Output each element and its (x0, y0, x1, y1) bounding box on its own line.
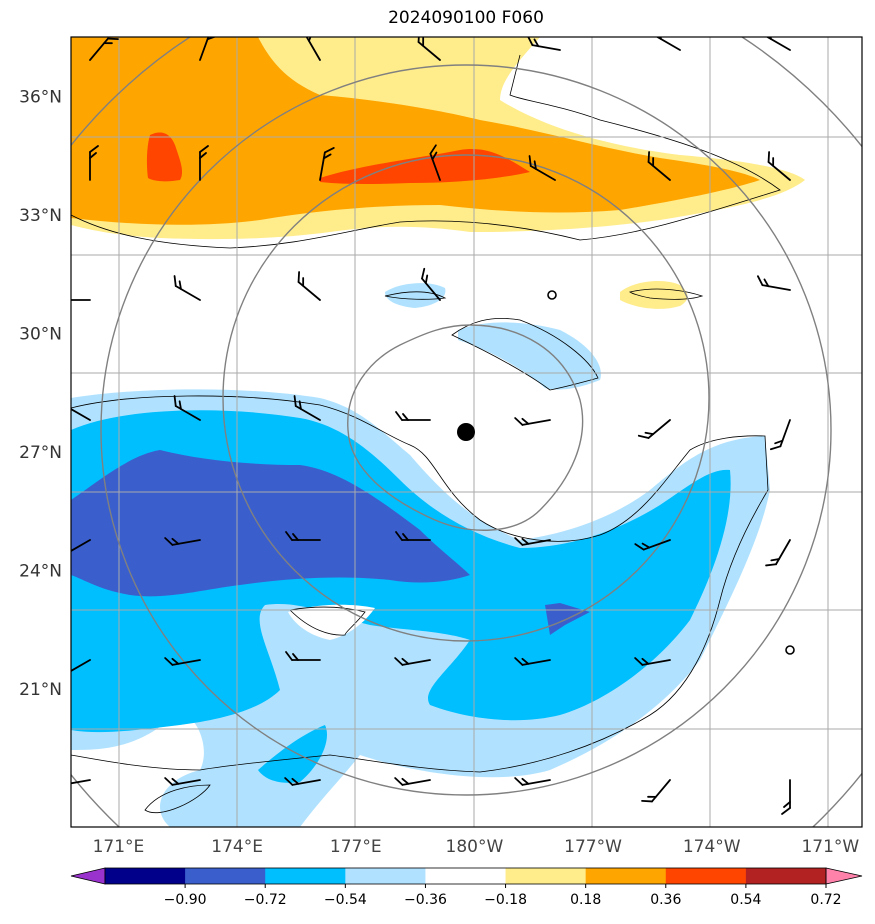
wind-barb (514, 417, 551, 426)
wind-barb (394, 777, 431, 786)
calm-wind-circle-2 (785, 645, 795, 655)
lon-label: 180°W (446, 837, 504, 857)
colorbar-segment (585, 868, 667, 884)
wind-barb (173, 275, 201, 301)
lon-label: 177°W (564, 837, 622, 857)
wind-barb (293, 395, 321, 421)
wind-barb (634, 657, 671, 666)
wind-barb (394, 657, 431, 666)
wind-barb (297, 271, 321, 301)
lat-label: 24°N (19, 561, 62, 581)
lon-label: 171°E (93, 837, 145, 857)
wind-barb (757, 275, 791, 291)
wind-barb (164, 537, 201, 546)
colorbar-segment (345, 868, 426, 884)
wind-barbs (71, 37, 791, 815)
wind-barb (634, 539, 671, 551)
map-frame (70, 36, 863, 828)
wind-barb (89, 37, 119, 61)
wind-barb (284, 777, 321, 786)
positive-field-red (320, 149, 530, 184)
lon-label: 174°W (683, 837, 741, 857)
colorbar-segment (105, 868, 186, 884)
wind-barb (764, 37, 791, 51)
negative-field-sw (258, 725, 328, 783)
wind-barb (654, 37, 681, 51)
colorbar-frame (104, 867, 827, 885)
wind-barb (164, 657, 201, 666)
colorbar-tick-label: −0.54 (324, 892, 367, 908)
colorbar-tick-label: −0.90 (164, 892, 207, 908)
lat-label: 21°N (19, 680, 62, 700)
wind-barb (527, 37, 561, 51)
lat-label: 33°N (19, 206, 62, 226)
latitude-labels: 36°N 33°N 30°N 27°N 24°N 21°N (19, 87, 62, 700)
colorbar: −0.90 −0.72 −0.54 −0.36 −0.18 0.18 0.36 0.54 0.7… (70, 867, 863, 908)
colorbar-tick-label: 0.36 (650, 892, 681, 908)
colorbar-segment (745, 868, 827, 884)
lon-label: 174°E (211, 837, 263, 857)
wind-barb (71, 299, 91, 301)
wind-barb (285, 531, 321, 541)
positive-field-east (620, 280, 688, 309)
colorbar-tick-label: −0.36 (404, 892, 447, 908)
wind-barb (514, 537, 551, 546)
wind-barb (395, 531, 431, 541)
wind-barb (514, 657, 551, 666)
lon-label: 177°E (330, 837, 382, 857)
map-title: 2024090100 F060 (388, 8, 544, 28)
positive-field-orange (71, 37, 760, 225)
wind-barb (89, 145, 99, 181)
wind-barb (769, 419, 791, 451)
wind-barb (71, 539, 91, 555)
colorbar-tick-label: 0.54 (730, 892, 761, 908)
wind-barb (395, 411, 431, 421)
colorbar-segment (185, 868, 266, 884)
colorbar-tick-label: −0.72 (244, 892, 287, 908)
colorbar-segment (425, 868, 507, 884)
colorbar-tick-label: 0.18 (570, 892, 601, 908)
wind-barb (199, 145, 209, 181)
colorbar-segment (505, 868, 587, 884)
wind-barb (421, 267, 441, 301)
lat-label: 27°N (19, 443, 62, 463)
thin-contours (71, 54, 781, 814)
wind-barb (71, 659, 91, 675)
wind-barb (71, 779, 91, 786)
lat-lon-grid (71, 37, 862, 827)
lat-label: 36°N (19, 87, 62, 107)
storm-center-marker (457, 423, 475, 441)
negative-field-dark (71, 450, 470, 597)
wind-barb (765, 539, 791, 567)
colorbar-extend-low (70, 867, 106, 885)
calm-wind-circle (547, 290, 557, 300)
wind-barb (429, 144, 441, 181)
wind-barb (164, 777, 201, 786)
longitude-labels: 171°E 174°E 177°E 180°W 177°W 174°W 171°W (93, 837, 860, 857)
wind-barb (173, 395, 201, 421)
lat-label: 30°N (19, 324, 62, 344)
wind-barb (71, 400, 91, 421)
wind-barb (319, 147, 335, 181)
negative-field-north (458, 322, 601, 390)
colorbar-segment (665, 868, 747, 884)
lon-label: 171°W (801, 837, 859, 857)
positive-field-red2 (146, 132, 183, 182)
colorbar-segment (265, 868, 346, 884)
wind-barb (641, 779, 671, 803)
wind-barb (637, 419, 671, 439)
wind-barb (528, 155, 556, 181)
wind-barb (781, 779, 791, 815)
wind-barb (514, 777, 551, 786)
wind-barb (285, 651, 321, 661)
wind-barb (647, 151, 671, 181)
colorbar-tick-label: 0.72 (810, 892, 841, 908)
wind-barb (767, 151, 791, 181)
colorbar-tick-label: −0.18 (484, 892, 527, 908)
colorbar-extend-high (825, 867, 863, 885)
